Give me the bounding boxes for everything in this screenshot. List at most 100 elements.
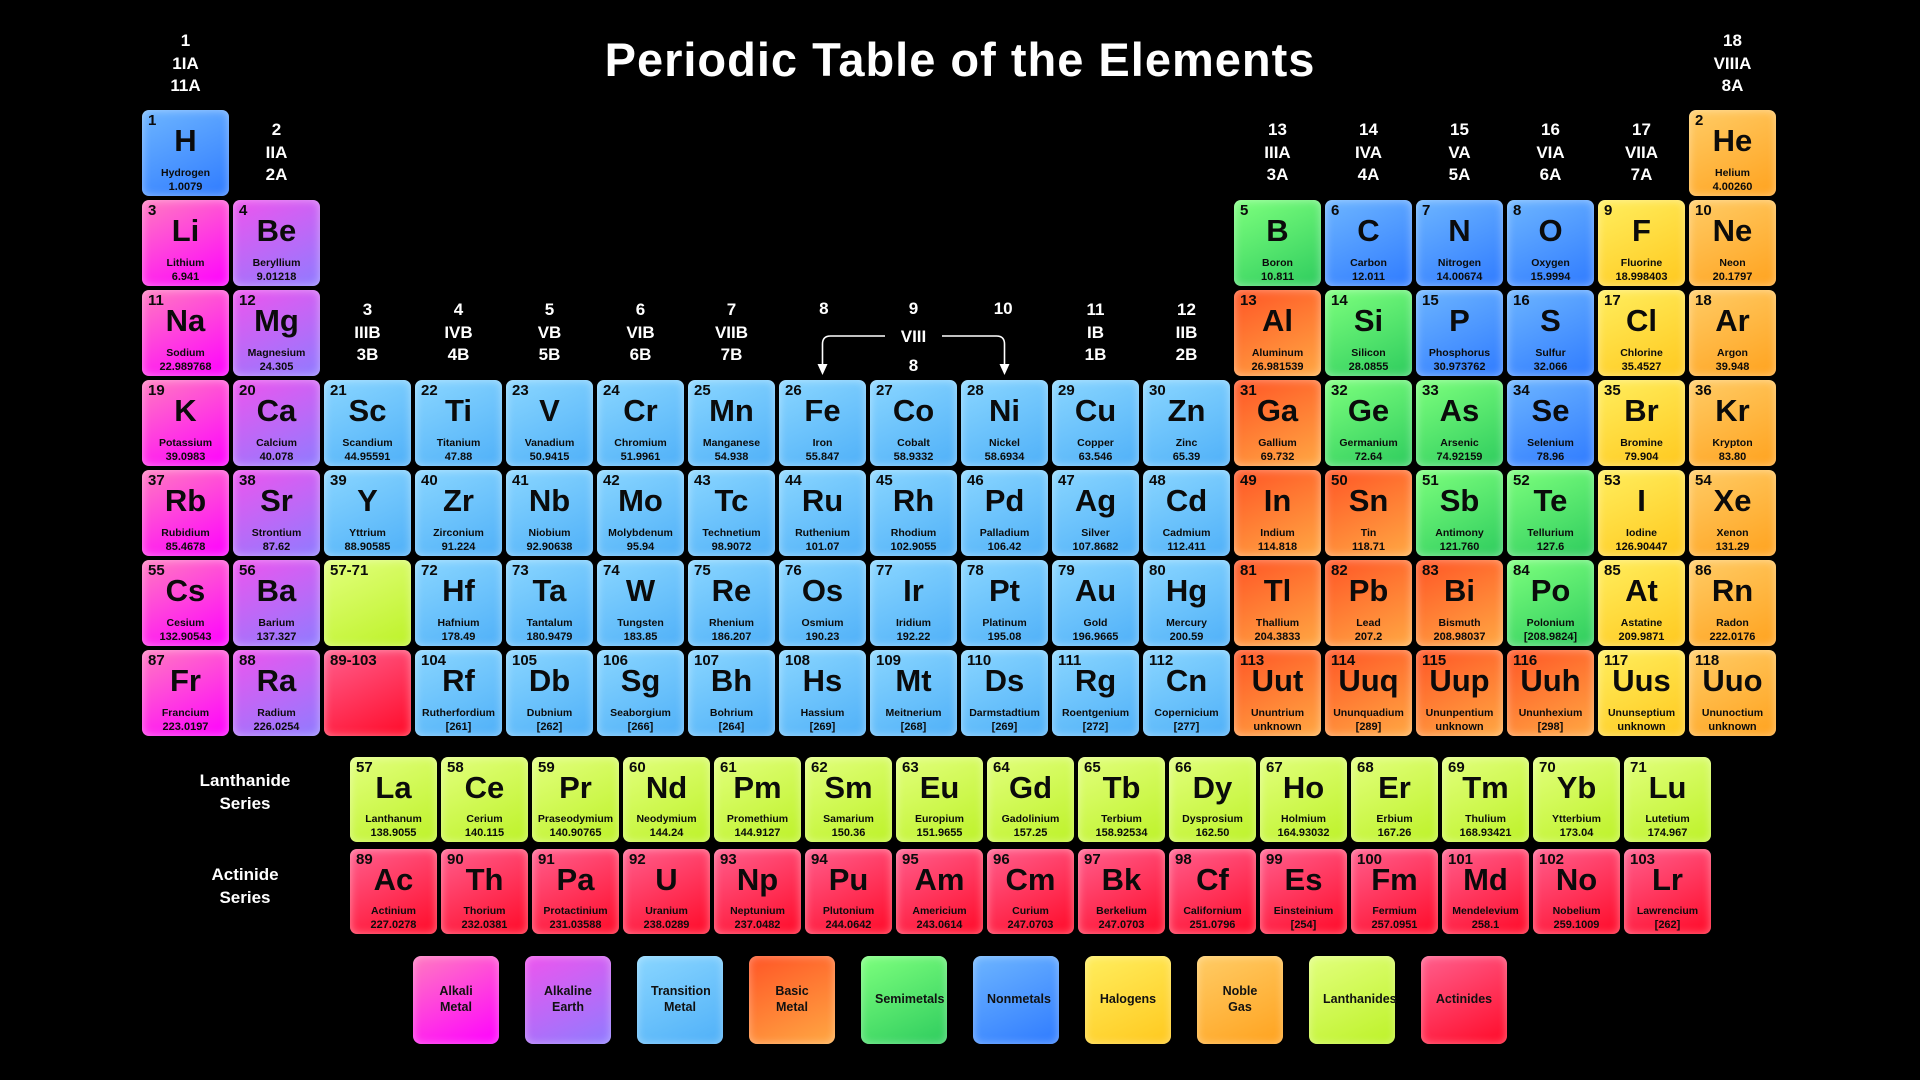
element-cell-y: 39 Y Yttrium 88.90585 [324, 470, 411, 556]
atomic-mass: 6.941 [171, 271, 200, 283]
group-header-3: 3 IIIB 3B [324, 290, 411, 376]
atomic-mass: 14.00674 [1436, 271, 1483, 283]
group-header-line: 17 [1632, 120, 1651, 140]
element-symbol: Sn [1348, 483, 1389, 518]
element-name: Yttrium [349, 527, 386, 539]
element-symbol: Ge [1347, 393, 1390, 428]
atomic-mass: 39.948 [1715, 361, 1750, 373]
element-name: Zirconium [433, 527, 484, 539]
element-cell-hg: 80 Hg Mercury 200.59 [1143, 560, 1230, 646]
atomic-mass: 121.760 [1439, 541, 1480, 553]
element-name: Actinium [371, 905, 416, 917]
atomic-number: 92 [629, 851, 646, 868]
group-header-line: 7 [726, 300, 737, 320]
element-cell-sc: 21 Sc Scandium 44.95591 [324, 380, 411, 466]
element-symbol: Ag [1074, 483, 1117, 518]
atomic-mass: 112.411 [1167, 541, 1206, 553]
element-symbol: Uus [1612, 663, 1671, 698]
atomic-mass: 78.96 [1536, 451, 1565, 463]
group-header-line: VIB [626, 322, 655, 342]
group-header-line: 8 [819, 299, 829, 318]
element-symbol: Np [736, 862, 779, 897]
element-name: Strontium [251, 527, 302, 539]
group-header-line: IB [1087, 322, 1104, 342]
group-header-line: 4 [453, 300, 464, 320]
atomic-mass: 195.08 [987, 631, 1022, 643]
element-cell-mt: 109 Mt Meitnerium [268] [870, 650, 957, 736]
element-cell-yb: 70 Yb Ytterbium 173.04 [1533, 757, 1620, 842]
element-symbol: Rh [892, 483, 935, 518]
element-name: Palladium [979, 527, 1030, 539]
element-symbol: Ru [801, 483, 844, 518]
element-symbol: Th [465, 862, 504, 897]
group-header-line: 7A [1630, 165, 1653, 185]
legend-label: Semimetals [875, 992, 945, 1007]
atomic-number: 35 [1604, 382, 1621, 399]
atomic-mass: 226.0254 [253, 721, 300, 733]
element-name: Roentgenium [1061, 707, 1130, 719]
element-name: Argon [1717, 347, 1748, 359]
legend-swatch-nonmetals: Nonmetals [973, 956, 1059, 1044]
element-cell-al: 13 Al Aluminum 26.981539 [1234, 290, 1321, 376]
element-symbol: Fe [804, 393, 841, 428]
element-symbol: Mg [254, 303, 299, 338]
element-cell-ra: 88 Ra Radium 226.0254 [233, 650, 320, 736]
element-cell-o: 8 O Oxygen 15.9994 [1507, 200, 1594, 286]
element-name: Helium [1714, 167, 1750, 179]
element-name: Neptunium [730, 905, 785, 917]
element-cell-rg: 111 Rg Roentgenium [272] [1052, 650, 1139, 736]
element-symbol: P [1449, 303, 1470, 338]
element-cell-os: 76 Os Osmium 190.23 [779, 560, 866, 646]
atomic-mass: 118.71 [1351, 541, 1386, 553]
atomic-number: 11 [148, 292, 164, 309]
group-header-18: 18 VIIIA 8A [1689, 24, 1776, 104]
element-symbol: Sc [348, 393, 387, 428]
element-symbol: Rn [1711, 573, 1754, 608]
element-cell-c: 6 C Carbon 12.011 [1325, 200, 1412, 286]
atomic-number: 16 [1513, 292, 1530, 309]
atomic-mass: 26.981539 [1251, 361, 1304, 373]
atomic-number: 30 [1149, 382, 1166, 399]
element-name: Platinum [982, 617, 1027, 629]
atomic-number: 61 [720, 759, 737, 776]
atomic-number: 2 [1695, 112, 1704, 129]
element-symbol: Te [1533, 483, 1568, 518]
atomic-mass: 9.01218 [256, 271, 297, 283]
element-cell-s: 16 S Sulfur 32.066 [1507, 290, 1594, 376]
element-name: Boron [1262, 257, 1293, 269]
element-cell-tm: 69 Tm Thulium 168.93421 [1442, 757, 1529, 842]
element-name: Ununquadium [1333, 707, 1404, 719]
element-name: Potassium [158, 437, 213, 449]
element-cell-ho: 67 Ho Holmium 164.93032 [1260, 757, 1347, 842]
atomic-number: 8 [1513, 202, 1522, 219]
atomic-number: 68 [1357, 759, 1374, 776]
element-cell-dy: 66 Dy Dysprosium 162.50 [1169, 757, 1256, 842]
atomic-number: 85 [1604, 562, 1621, 579]
group-header-14: 14 IVA 4A [1325, 110, 1412, 196]
atomic-number: 29 [1058, 382, 1075, 399]
group-header-line: 7B [720, 345, 743, 365]
element-symbol: N [1448, 213, 1471, 248]
element-symbol: Dy [1192, 770, 1233, 805]
element-cell-no: 102 No Nobelium 259.1009 [1533, 849, 1620, 934]
atomic-mass: [269] [991, 721, 1018, 733]
atomic-number: 45 [876, 472, 893, 489]
element-symbol: Ta [532, 573, 567, 608]
group-header-line: 6A [1539, 165, 1562, 185]
atomic-mass: 150.36 [831, 827, 866, 839]
atomic-mass: 24.305 [259, 361, 294, 373]
atomic-number: 80 [1149, 562, 1166, 579]
element-symbol: Rf [442, 663, 475, 698]
atomic-number: 58 [447, 759, 464, 776]
element-cell-u: 92 U Uranium 238.0289 [623, 849, 710, 934]
element-name: Osmium [801, 617, 844, 629]
element-name: Copper [1077, 437, 1114, 449]
element-name: Titanium [436, 437, 481, 449]
atomic-mass: 138.9055 [370, 827, 417, 839]
element-cell-mo: 42 Mo Molybdenum 95.94 [597, 470, 684, 556]
element-symbol: Os [801, 573, 844, 608]
element-symbol: B [1266, 213, 1289, 248]
element-cell-pr: 59 Pr Praseodymium 140.90765 [532, 757, 619, 842]
group-8-10-numbers: 8 9 10 [779, 299, 1048, 319]
atomic-mass: 258.1 [1471, 919, 1500, 931]
